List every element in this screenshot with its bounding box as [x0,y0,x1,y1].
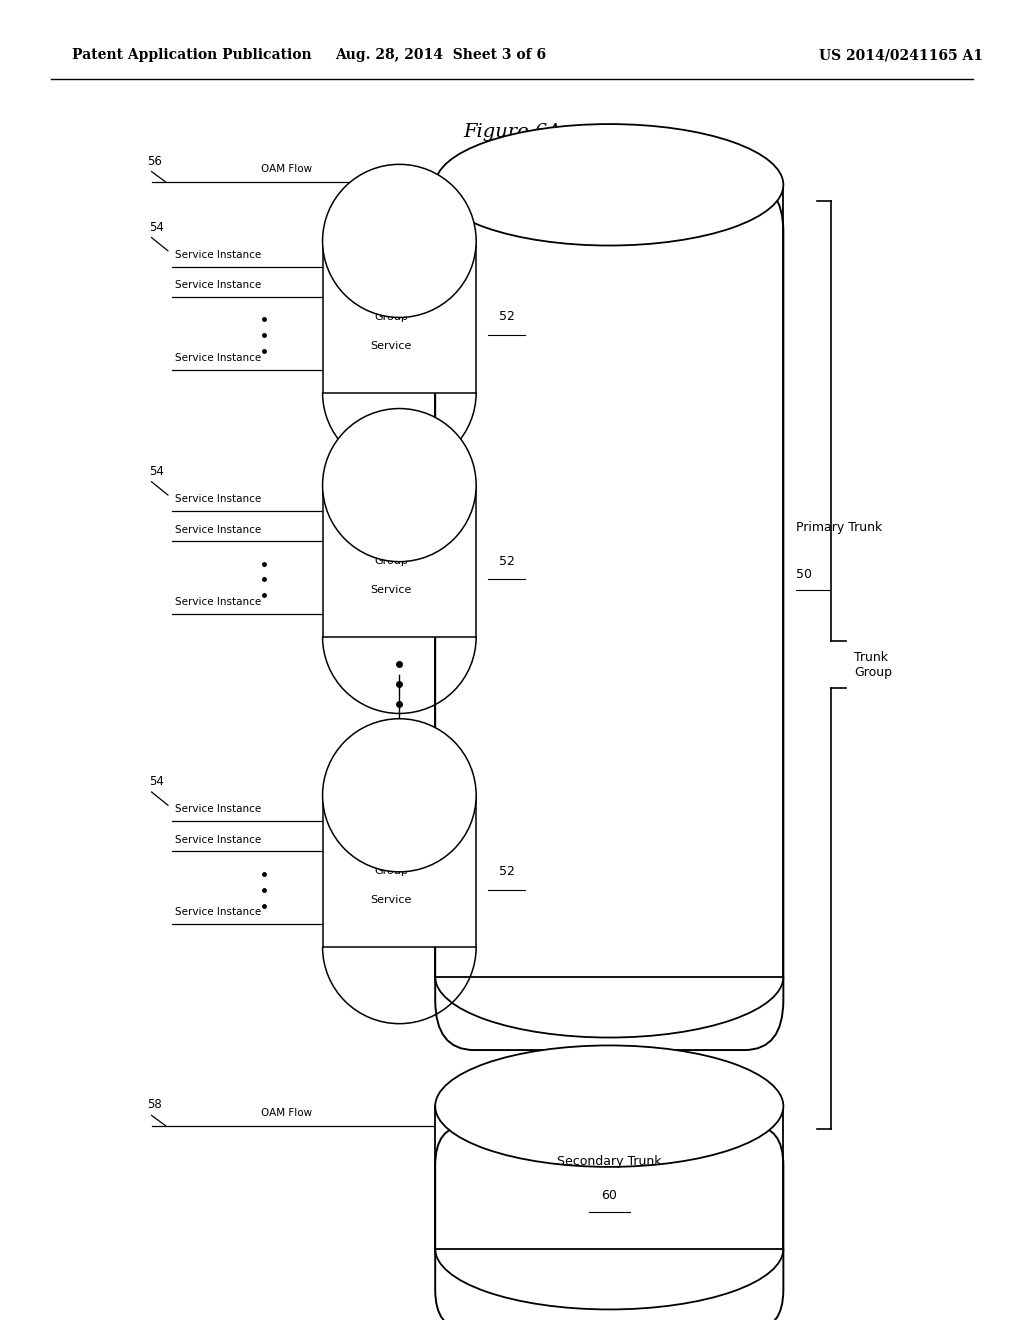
Text: 54: 54 [150,220,165,234]
Text: Service Instance: Service Instance [175,494,261,504]
Bar [323,795,476,948]
Text: Patent Application Publication: Patent Application Publication [72,49,311,62]
Text: 58: 58 [147,1098,162,1111]
Text: 50: 50 [796,568,812,581]
Text: Service: Service [371,341,412,351]
Text: n: n [388,837,394,847]
Ellipse shape [323,718,476,871]
Bar [435,185,783,977]
Text: Primary Trunk: Primary Trunk [796,521,882,535]
Text: OAM Flow: OAM Flow [261,1107,312,1118]
Text: US 2014/0241165 A1: US 2014/0241165 A1 [819,49,983,62]
Text: 52: 52 [499,865,515,878]
Text: 52: 52 [499,310,515,323]
Text: OAM Flow: OAM Flow [261,164,312,174]
Text: Service Instance: Service Instance [175,524,261,535]
Text: Service Instance: Service Instance [175,907,261,917]
Text: Service Instance: Service Instance [175,249,261,260]
Ellipse shape [323,409,476,562]
Text: Group: Group [374,866,409,876]
Text: Service: Service [371,895,412,906]
Bar [323,240,476,393]
Text: Figure 6A: Figure 6A [463,123,561,141]
Text: 60: 60 [601,1189,617,1203]
Text: 1: 1 [388,282,394,293]
Text: 52: 52 [499,554,515,568]
Text: Secondary Trunk: Secondary Trunk [557,1155,662,1168]
Text: Service Instance: Service Instance [175,280,261,290]
Text: 56: 56 [147,154,163,168]
Text: 2: 2 [388,527,394,537]
Text: Aug. 28, 2014  Sheet 3 of 6: Aug. 28, 2014 Sheet 3 of 6 [335,49,546,62]
Ellipse shape [435,1045,783,1167]
Ellipse shape [323,165,476,318]
Ellipse shape [435,124,783,246]
Text: Service Instance: Service Instance [175,597,261,607]
Text: Group: Group [374,312,409,322]
Text: 54: 54 [150,465,165,478]
Bar [323,486,476,638]
Bar [435,1106,783,1249]
Text: Service: Service [371,585,412,595]
Text: Trunk
Group: Trunk Group [854,651,892,678]
Text: Service Instance: Service Instance [175,804,261,814]
Text: Service Instance: Service Instance [175,834,261,845]
Text: Group: Group [374,556,409,566]
Text: Service Instance: Service Instance [175,352,261,363]
Text: 54: 54 [150,775,165,788]
